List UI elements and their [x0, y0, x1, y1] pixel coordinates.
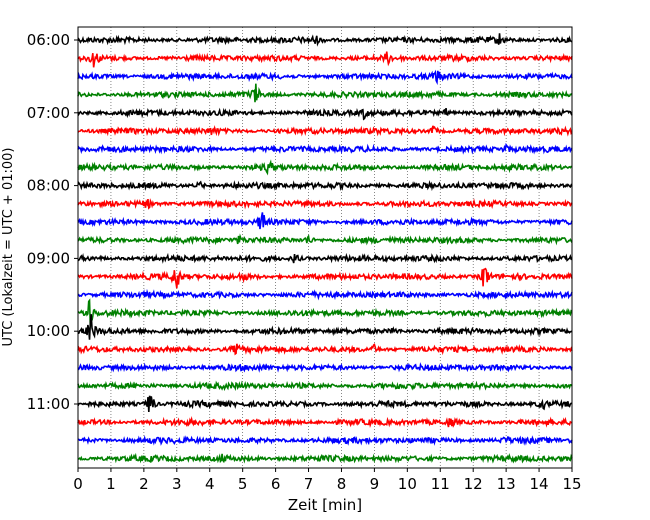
- seismogram-traces: [77, 33, 573, 464]
- x-tick-label: 5: [238, 475, 248, 493]
- x-tick-label: 15: [562, 475, 581, 493]
- trace-line: [77, 395, 573, 413]
- trace-line: [77, 33, 573, 47]
- y-axis-ticks: 06:00 07:00 08:00 09:00 10:00 11:00: [27, 31, 78, 413]
- x-tick-label: 8: [337, 475, 347, 493]
- x-axis-ticks: 0 1 2 3 4 5 6 7 8 9 10 11 12 13 14 15: [73, 468, 582, 493]
- trace-line: [77, 83, 573, 103]
- x-tick-label: 6: [271, 475, 281, 493]
- trace-line: [77, 51, 573, 68]
- trace-line: [77, 198, 573, 210]
- trace-line: [77, 212, 573, 230]
- x-tick-label: 2: [139, 475, 149, 493]
- x-tick-label: 1: [106, 475, 116, 493]
- trace-line: [77, 362, 573, 373]
- trace-line: [77, 314, 573, 340]
- trace-line: [77, 252, 573, 264]
- trace-line: [77, 267, 573, 289]
- y-tick-label: 07:00: [27, 104, 70, 122]
- trace-line: [77, 298, 573, 328]
- x-tick-label: 12: [464, 475, 483, 493]
- y-tick-label: 08:00: [27, 177, 70, 195]
- x-tick-label: 10: [398, 475, 417, 493]
- trace-line: [77, 343, 573, 356]
- trace-line: [77, 180, 573, 192]
- plot-frame: [77, 26, 573, 469]
- x-tick-label: 0: [73, 475, 83, 493]
- trace-line: [77, 288, 573, 301]
- y-tick-label: 10:00: [27, 322, 70, 340]
- trace-line: [77, 124, 573, 137]
- x-axis-label: Zeit [min]: [288, 496, 362, 514]
- x-tick-label: 3: [172, 475, 182, 493]
- y-tick-label: 09:00: [27, 249, 70, 267]
- x-tick-label: 11: [431, 475, 450, 493]
- trace-line: [77, 159, 573, 176]
- trace-line: [77, 435, 573, 446]
- y-tick-label: 06:00: [27, 31, 70, 49]
- x-tick-label: 13: [497, 475, 516, 493]
- trace-line: [77, 107, 573, 121]
- trace-line: [77, 69, 573, 86]
- y-axis-label: UTC (Lokalzeit = UTC + 01:00): [1, 148, 16, 347]
- x-tick-label: 7: [304, 475, 314, 493]
- x-tick-label: 14: [530, 475, 549, 493]
- trace-line: [77, 233, 573, 246]
- y-tick-label: 11:00: [27, 395, 70, 413]
- trace-line: [77, 380, 573, 392]
- trace-line: [77, 416, 573, 428]
- trace-line: [77, 142, 573, 155]
- x-tick-label: 9: [370, 475, 380, 493]
- trace-line: [77, 452, 573, 464]
- x-tick-label: 4: [205, 475, 215, 493]
